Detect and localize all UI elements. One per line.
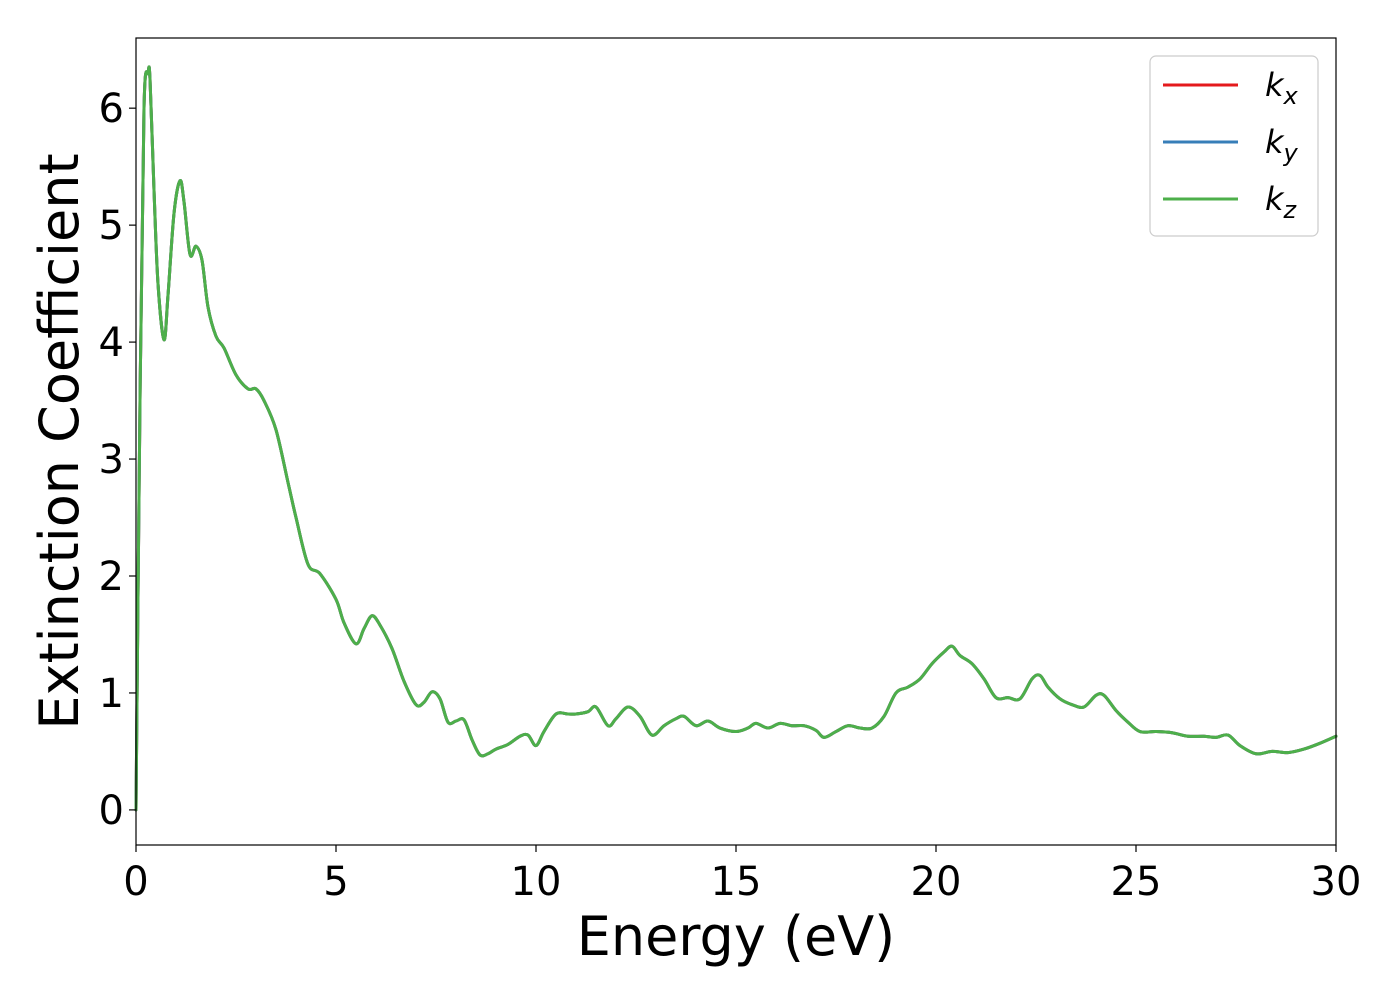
legend-label-k-x: kx: [1265, 66, 1299, 110]
y-axis-title: Extinction Coefficient: [28, 153, 91, 729]
legend-label-main: k: [1265, 66, 1285, 104]
x-tick-label: 0: [123, 859, 148, 905]
legend-label-subscript: y: [1283, 139, 1299, 167]
series-line-k-z: [134, 65, 1338, 812]
x-tick-label: 30: [1311, 859, 1362, 905]
x-tick-label: 20: [911, 859, 962, 905]
legend-label-k-y: ky: [1265, 123, 1299, 167]
y-tick-label: 3: [99, 437, 124, 483]
x-tick-label: 25: [1111, 859, 1162, 905]
legend-label-main: k: [1265, 180, 1285, 218]
x-axis-ticks: 0 5 10 15 20 25 30: [123, 845, 1361, 905]
y-axis-ticks: 0 1 2 3 4 5 6: [99, 86, 136, 834]
y-tick-label: 5: [99, 203, 124, 249]
legend-box: [1149, 55, 1319, 237]
y-tick-label: 6: [99, 86, 124, 132]
x-tick-label: 10: [511, 859, 562, 905]
legend-label-main: k: [1265, 123, 1285, 161]
y-tick-label: 2: [99, 554, 124, 600]
series-layer: [134, 65, 1338, 812]
legend-label-subscript: x: [1283, 82, 1299, 110]
x-tick-label: 5: [323, 859, 348, 905]
y-tick-label: 0: [99, 788, 124, 834]
legend-label-k-z: kz: [1265, 180, 1298, 224]
legend-label-subscript: z: [1283, 196, 1298, 224]
x-axis-title: Energy (eV): [577, 905, 896, 968]
y-tick-label: 4: [99, 320, 124, 366]
x-tick-label: 15: [711, 859, 762, 905]
y-tick-label: 1: [99, 671, 124, 717]
